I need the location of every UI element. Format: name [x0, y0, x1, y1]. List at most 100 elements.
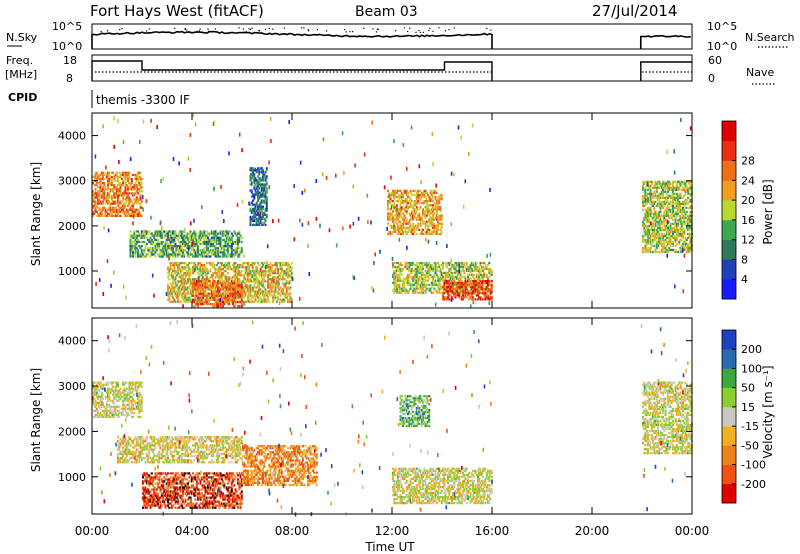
- scatter-cell: [647, 200, 649, 203]
- scatter-cell: [263, 262, 266, 265]
- scatter-cell: [289, 286, 292, 289]
- scatter-cell: [174, 253, 177, 256]
- scatter-cell: [460, 269, 463, 272]
- scatter-cell: [99, 184, 102, 187]
- scatter-cell: [219, 305, 222, 308]
- scatter-cell: [143, 249, 146, 252]
- scatter-cell: [483, 273, 486, 276]
- scatter-cell: [217, 270, 219, 273]
- scatter-cell: [654, 180, 657, 183]
- scatter-cell: [263, 274, 266, 277]
- scatter-cell: [653, 186, 656, 189]
- scatter-cell: [417, 277, 419, 280]
- scatter-cell: [435, 202, 438, 205]
- scatter-cell: [213, 288, 216, 291]
- noise-search-dot: [375, 31, 377, 33]
- scatter-cell: [264, 292, 267, 295]
- scatter-cell: [264, 300, 267, 303]
- scatter-cell: [213, 253, 216, 256]
- scatter-cell: [434, 281, 437, 284]
- scatter-cell: [432, 224, 434, 227]
- scatter-cell: [258, 195, 261, 198]
- scatter-cell: [669, 214, 672, 217]
- scatter-cell: [128, 212, 131, 215]
- scatter-cell: [110, 171, 113, 174]
- scatter-cell: [220, 274, 223, 277]
- scatter-cell: [222, 264, 224, 267]
- scatter-cell: [202, 294, 204, 297]
- scatter-cell: [225, 278, 228, 281]
- scatter-cell: [665, 230, 668, 234]
- scatter-cell: [133, 240, 136, 244]
- scatter-cell: [182, 286, 184, 289]
- scatter-cell: [257, 167, 259, 170]
- scatter-cell: [683, 230, 686, 234]
- scatter-cell: [198, 253, 201, 256]
- scatter-cell: [179, 292, 182, 295]
- scatter-cell: [487, 288, 489, 291]
- scatter-cell: [398, 285, 401, 288]
- scatter-cell: [102, 192, 104, 195]
- scatter-cell: [257, 169, 259, 172]
- scatter-cell: [649, 188, 652, 191]
- scatter-cell: [212, 266, 214, 269]
- scatter-cell: [202, 303, 204, 306]
- scatter-cell: [405, 222, 408, 225]
- scatter-cell: [222, 274, 224, 277]
- scatter-cell: [682, 226, 684, 230]
- scatter-cell: [289, 298, 292, 301]
- scatter-cell: [490, 273, 493, 276]
- scatter-cell: [193, 251, 196, 254]
- scatter-cell: [207, 294, 209, 297]
- scatter-cell: [194, 230, 197, 233]
- scatter-cell: [170, 238, 173, 241]
- scatter-cell: [672, 214, 674, 217]
- scatter-cell: [213, 296, 216, 299]
- scatter-cell: [394, 193, 397, 197]
- scatter-cell: [683, 228, 686, 232]
- scatter-cell: [418, 269, 421, 272]
- scatter-cell: [195, 249, 198, 252]
- scatter-cell: [182, 284, 184, 287]
- scatter-cell: [470, 263, 473, 267]
- scatter-cell: [110, 196, 113, 199]
- scatter-cell: [397, 208, 399, 211]
- scatter-cell: [280, 298, 283, 301]
- scatter-cell: [253, 197, 256, 200]
- scatter-cell: [133, 188, 136, 191]
- scatter-cell: [232, 249, 234, 252]
- scatter-cell: [258, 280, 261, 283]
- scatter-cell: [200, 232, 203, 235]
- scatter-cell: [404, 202, 407, 205]
- scatter-cell: [189, 284, 192, 287]
- scatter-cell: [93, 184, 96, 187]
- scatter-cell: [424, 191, 427, 194]
- scatter-cell: [233, 249, 236, 252]
- scatter-cell: [645, 230, 648, 234]
- scatter-cell: [423, 261, 426, 265]
- scatter-cell: [679, 202, 682, 205]
- scatter-cell: [102, 175, 104, 178]
- scatter-cell: [215, 236, 218, 239]
- scatter-cell: [179, 272, 182, 275]
- scatter-cell: [674, 212, 677, 215]
- scatter-cell: [203, 270, 206, 273]
- scatter-cell: [129, 208, 132, 211]
- scatter-cell: [214, 230, 217, 233]
- scatter-cell: [213, 303, 216, 306]
- scatter-cell: [139, 206, 142, 209]
- scatter-cell: [200, 300, 203, 304]
- scatter-cell: [440, 277, 443, 280]
- scatter-cell: [204, 290, 207, 293]
- scatter-cell: [103, 186, 106, 189]
- scatter-cell: [672, 186, 674, 189]
- scatter-cell: [262, 272, 264, 275]
- scatter-cell: [683, 194, 686, 197]
- scatter-cell: [443, 280, 446, 283]
- scatter-cell: [654, 186, 657, 189]
- scatter-cell: [224, 296, 227, 299]
- scatter-cell: [664, 224, 667, 228]
- scatter-cell: [167, 247, 169, 250]
- scatter-cell: [659, 238, 662, 242]
- scatter-cell: [684, 202, 687, 205]
